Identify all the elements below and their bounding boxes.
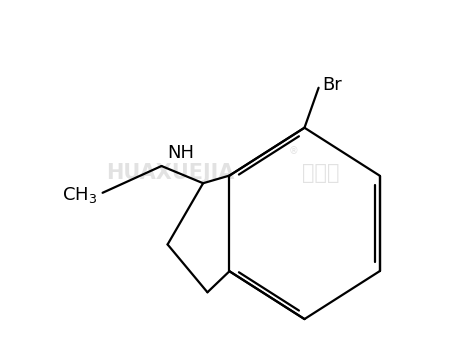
Text: CH$_3$: CH$_3$ [62, 185, 97, 205]
Text: NH: NH [167, 144, 194, 162]
Text: HUAXUEJIA: HUAXUEJIA [106, 163, 235, 184]
Text: 化学加: 化学加 [302, 163, 339, 184]
Text: ®: ® [289, 146, 299, 156]
Text: Br: Br [323, 76, 342, 94]
